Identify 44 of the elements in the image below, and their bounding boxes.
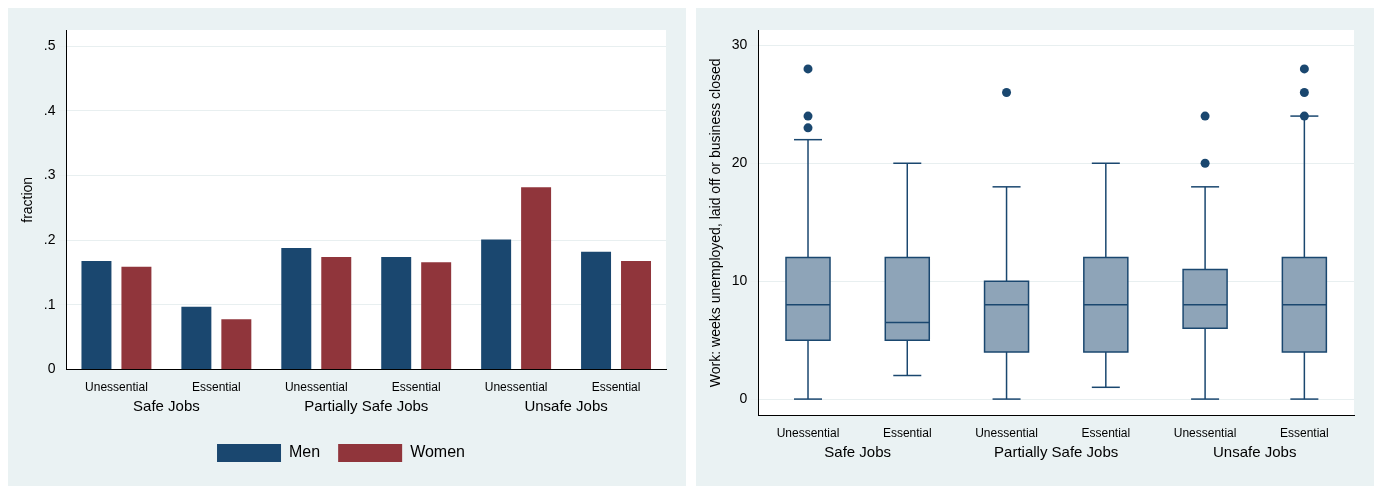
x-tick-label: Essential xyxy=(391,380,441,395)
y-tick-label: .4 xyxy=(43,101,56,118)
y-tick-label: 0 xyxy=(739,389,748,406)
bar xyxy=(421,262,452,370)
y-axis-title: Work: weeks unemployed, laid off or business closed xyxy=(707,58,724,388)
bar xyxy=(381,257,412,370)
y-tick-label: .2 xyxy=(43,231,56,248)
y-tick-label: 10 xyxy=(731,272,748,289)
bar xyxy=(221,319,252,370)
bar xyxy=(521,187,552,370)
legend-label: Women xyxy=(410,443,465,461)
text: Safe Jobs xyxy=(824,443,891,461)
legend-label: Men xyxy=(289,443,321,461)
x-tick-label: Unessential xyxy=(85,380,148,395)
y-tick-label: 20 xyxy=(731,154,748,171)
x-tick-label: Unessential xyxy=(484,380,548,395)
bar xyxy=(281,247,312,370)
x-tick-label: Unessential xyxy=(1173,426,1237,441)
text: Unsafe Jobs xyxy=(524,397,608,415)
bar xyxy=(181,306,212,370)
y-tick-label: 30 xyxy=(731,36,748,53)
y-tick-label: .1 xyxy=(43,295,56,312)
text: Partially Safe Jobs xyxy=(994,443,1119,461)
bar xyxy=(321,257,352,370)
y-axis-title: fraction xyxy=(19,176,36,223)
text: Unsafe Jobs xyxy=(1213,443,1297,461)
x-tick-label: Essential xyxy=(1081,426,1131,441)
x-tick-label: Essential xyxy=(882,426,932,441)
text: Safe Jobs xyxy=(133,397,200,415)
y-tick-label: .3 xyxy=(43,166,56,183)
x-tick-label: Essential xyxy=(1280,426,1329,441)
x-tick-label: Unessential xyxy=(284,380,348,395)
bar xyxy=(621,260,652,370)
bar xyxy=(581,251,612,370)
x-tick-label: Unessential xyxy=(776,426,840,441)
bar xyxy=(121,266,152,370)
x-tick-label: Unessential xyxy=(975,426,1038,441)
x-tick-label: Essential xyxy=(192,380,241,395)
y-tick-label: 0 xyxy=(47,360,56,377)
bar xyxy=(481,239,512,370)
y-tick-label: .5 xyxy=(43,37,56,54)
bar xyxy=(81,260,112,370)
text: Partially Safe Jobs xyxy=(304,397,429,415)
x-tick-label: Essential xyxy=(591,380,641,395)
